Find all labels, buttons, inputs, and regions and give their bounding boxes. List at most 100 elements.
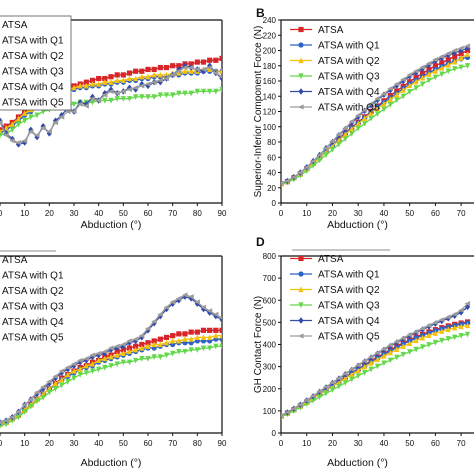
y-tick-label: 180 xyxy=(263,62,277,71)
data-point xyxy=(407,340,413,346)
data-point xyxy=(139,73,145,80)
data-point xyxy=(120,350,126,356)
data-point xyxy=(145,340,151,346)
data-point xyxy=(151,354,157,360)
data-point xyxy=(322,384,329,390)
data-point xyxy=(419,70,426,76)
y-tick-label: 100 xyxy=(263,407,277,416)
data-point xyxy=(163,92,170,99)
data-point xyxy=(9,418,15,424)
data-point xyxy=(170,337,176,344)
data-point xyxy=(316,152,323,158)
data-point xyxy=(464,43,471,49)
data-point xyxy=(342,375,348,381)
data-point xyxy=(290,405,297,412)
data-point xyxy=(349,371,355,377)
data-point xyxy=(426,66,432,73)
data-point xyxy=(438,54,445,60)
data-point xyxy=(206,308,213,314)
data-point xyxy=(387,86,393,94)
y-tick-label: 20 xyxy=(267,184,276,193)
data-point xyxy=(407,82,413,89)
x-tick-label: 50 xyxy=(119,439,128,448)
data-point xyxy=(9,414,15,420)
data-point xyxy=(393,81,400,87)
y-tick-label: 200 xyxy=(263,385,277,394)
data-point xyxy=(151,94,157,100)
data-point xyxy=(458,64,464,71)
x-tick-label: 60 xyxy=(144,209,153,218)
data-point xyxy=(9,121,15,127)
data-point xyxy=(133,75,139,82)
data-point xyxy=(126,345,133,351)
data-point xyxy=(65,371,71,378)
data-point xyxy=(28,403,34,410)
data-point xyxy=(102,364,108,371)
data-point xyxy=(464,331,471,338)
data-point xyxy=(213,57,219,63)
data-point xyxy=(139,341,145,348)
data-point xyxy=(439,71,445,78)
x-tick-label: 0 xyxy=(0,439,3,448)
data-point xyxy=(374,111,381,117)
legend-marker xyxy=(298,317,304,324)
data-point xyxy=(145,66,151,73)
data-point xyxy=(58,368,65,374)
legend-label: ATSA with Q3 xyxy=(2,302,64,313)
data-point xyxy=(394,354,400,361)
y-tick-label: 800 xyxy=(263,252,277,261)
data-point xyxy=(181,292,188,298)
data-point xyxy=(169,299,176,305)
y-tick-label: 160 xyxy=(263,77,277,86)
data-point xyxy=(432,74,438,81)
data-point xyxy=(438,317,445,323)
data-point xyxy=(157,341,163,348)
data-point xyxy=(290,174,297,180)
data-point xyxy=(355,125,361,132)
data-point xyxy=(194,66,200,73)
data-point xyxy=(316,388,323,395)
legend-label: ATSA with Q5 xyxy=(2,98,64,109)
data-point xyxy=(102,75,108,82)
legend-marker xyxy=(298,42,304,48)
data-point xyxy=(89,368,96,375)
data-point xyxy=(400,335,406,341)
data-point xyxy=(400,93,406,100)
data-point xyxy=(349,131,355,137)
data-point xyxy=(194,334,200,341)
data-point xyxy=(15,414,22,421)
data-point xyxy=(445,326,451,333)
data-point xyxy=(281,180,284,186)
data-point xyxy=(71,84,77,91)
data-point xyxy=(27,129,34,135)
data-point xyxy=(400,343,406,349)
data-point xyxy=(458,309,464,316)
data-point xyxy=(368,109,374,116)
data-point xyxy=(336,141,342,148)
data-point xyxy=(70,361,77,367)
data-point xyxy=(432,57,438,65)
data-point xyxy=(336,137,342,144)
data-point xyxy=(120,359,126,366)
data-point xyxy=(108,353,114,360)
data-point xyxy=(213,332,219,339)
data-point xyxy=(114,90,120,96)
data-point xyxy=(151,318,157,325)
data-point xyxy=(355,373,361,380)
x-tick-label: 90 xyxy=(218,209,227,218)
x-tick-label: 50 xyxy=(405,439,414,448)
data-point xyxy=(182,90,188,97)
y-axis-label: GH Contact Force (N) xyxy=(253,296,264,393)
data-point xyxy=(207,334,213,341)
data-point xyxy=(367,354,374,360)
x-tick-label: 10 xyxy=(302,439,311,448)
data-point xyxy=(114,72,120,78)
legend-marker xyxy=(298,26,304,33)
x-tick-label: 70 xyxy=(457,439,466,448)
data-point xyxy=(102,79,108,85)
data-point xyxy=(107,345,114,351)
data-point xyxy=(219,55,222,62)
data-point xyxy=(176,90,182,97)
data-point xyxy=(108,86,114,93)
data-point xyxy=(163,71,170,78)
